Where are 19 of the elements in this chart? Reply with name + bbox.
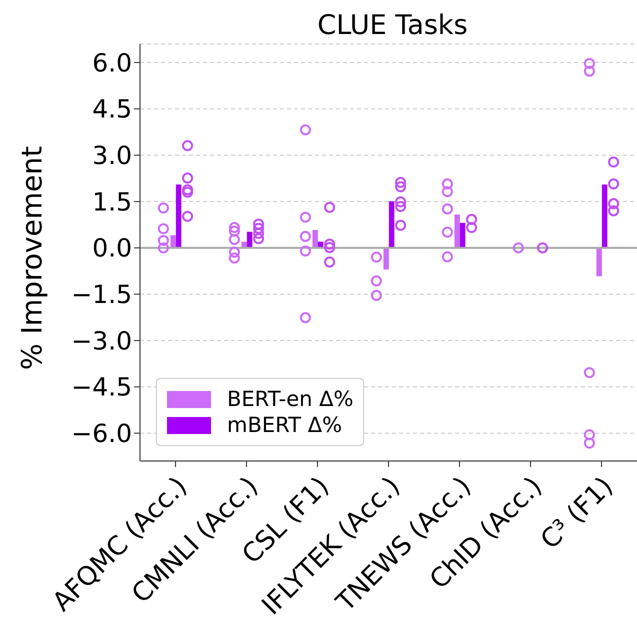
y-tick-label: 4.5: [92, 94, 132, 124]
y-tick-label: 1.5: [92, 187, 132, 216]
legend-label: BERT-en Δ%: [226, 387, 354, 411]
bar: [596, 248, 602, 276]
y-tick-label: −6.0: [71, 419, 132, 448]
y-tick-label: 6.0: [92, 48, 132, 78]
chart-title: CLUE Tasks: [316, 10, 469, 41]
bar: [388, 201, 394, 248]
bar: [246, 232, 252, 248]
y-tick-label: 3.0: [92, 141, 132, 170]
legend-label: mBERT Δ%: [226, 413, 344, 437]
y-tick-label: 0.0: [92, 234, 132, 263]
bar: [176, 184, 182, 248]
y-tick-label: −1.5: [71, 280, 132, 310]
y-tick-label: −4.5: [71, 372, 132, 402]
y-axis-title: % Improvement: [16, 146, 48, 370]
y-tick-label: −3.0: [71, 326, 132, 356]
bar: [460, 222, 466, 248]
bar: [602, 184, 608, 248]
